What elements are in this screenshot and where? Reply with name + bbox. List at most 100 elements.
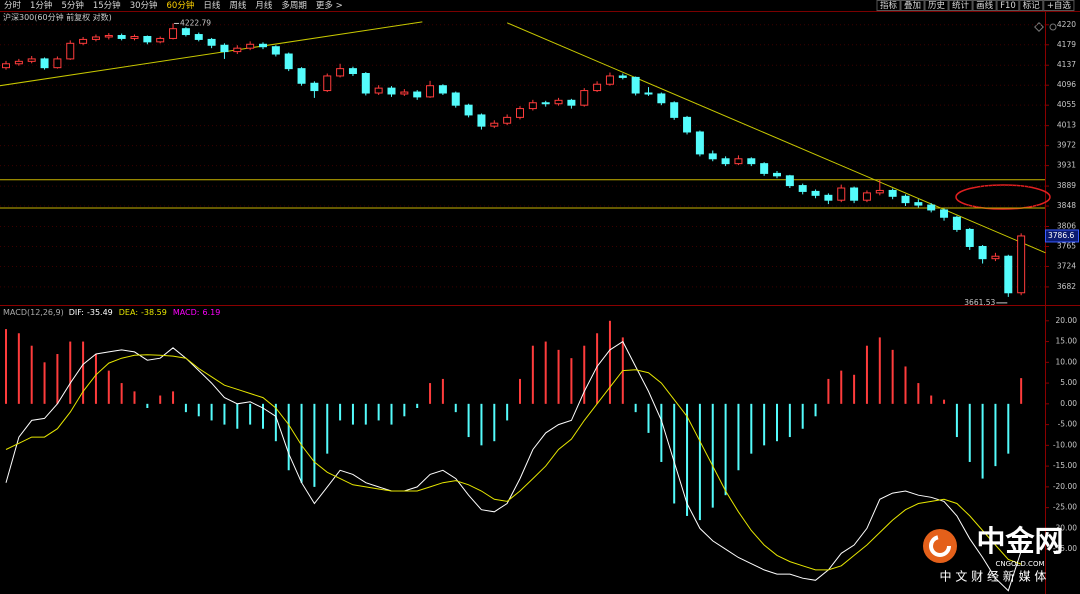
- macd-bar: [107, 370, 110, 404]
- macd-bar: [197, 403, 200, 417]
- y-tick-label: -10.00: [1053, 440, 1077, 449]
- candle-body: [169, 28, 178, 39]
- candle-body: [785, 175, 794, 187]
- macd-bar: [159, 395, 162, 404]
- candle-body: [567, 99, 576, 106]
- tool-button[interactable]: F10: [1000, 1, 1016, 11]
- tool-button[interactable]: 画线: [976, 0, 994, 11]
- legend-name: DIF:: [69, 308, 84, 317]
- candle-body: [952, 216, 961, 230]
- y-tick-label: -30.00: [1053, 523, 1077, 532]
- macd-bar: [223, 403, 226, 425]
- period-tab[interactable]: 更多 >: [316, 0, 343, 11]
- candle-body: [387, 87, 396, 95]
- price-box: [1045, 229, 1079, 243]
- period-tab[interactable]: 日线: [203, 0, 221, 11]
- candle-body: [464, 104, 473, 116]
- period-tab[interactable]: 分时: [4, 0, 22, 11]
- macd-bar: [480, 403, 483, 446]
- macd-bar: [904, 366, 907, 404]
- macd-bar: [955, 403, 958, 438]
- period-tab[interactable]: 30分钟: [130, 0, 158, 11]
- tool-button[interactable]: 指标: [880, 0, 898, 11]
- candle-body: [901, 195, 910, 204]
- macd-bar: [994, 403, 997, 467]
- y-tick-label: 5.00: [1060, 378, 1077, 387]
- candle-body: [490, 122, 499, 127]
- macd-bar: [120, 383, 123, 404]
- macd-bar: [544, 341, 547, 404]
- tool-button[interactable]: 叠加: [904, 0, 921, 11]
- y-tick-label: 4013: [1057, 121, 1076, 130]
- macd-bar: [172, 391, 175, 404]
- candle-body: [991, 255, 1000, 260]
- tool-button[interactable]: 统计: [952, 0, 970, 11]
- candle-body: [541, 102, 550, 105]
- candle-body: [862, 192, 871, 201]
- candle-body: [156, 37, 165, 43]
- macd-bar: [608, 320, 611, 404]
- candle-body: [593, 83, 602, 92]
- period-tab[interactable]: 5分钟: [61, 0, 83, 11]
- watermark-site: CNGOLD.COM: [995, 560, 1044, 568]
- macd-bar: [56, 354, 59, 404]
- candle-body: [927, 204, 936, 211]
- legend-value: -35.49: [87, 308, 113, 317]
- period-tab[interactable]: 1分钟: [30, 0, 52, 11]
- candle-body: [477, 114, 486, 127]
- y-tick-label: -15.00: [1053, 461, 1077, 470]
- macd-bar: [878, 337, 881, 404]
- macd-bar: [531, 345, 534, 404]
- y-tick-label: -35.00: [1053, 544, 1077, 553]
- candle-body: [194, 34, 203, 40]
- macd-bar: [673, 403, 676, 504]
- candle-body: [104, 35, 113, 38]
- period-tab[interactable]: 周线: [229, 0, 247, 11]
- candle-body: [361, 73, 370, 94]
- candle-body: [2, 63, 10, 69]
- candle-body: [516, 108, 524, 118]
- period-tab[interactable]: 15分钟: [93, 0, 121, 11]
- legend-value: 6.19: [203, 308, 221, 317]
- macd-bar: [686, 403, 689, 516]
- macd-bar: [763, 403, 766, 446]
- candle-body: [914, 202, 923, 206]
- y-tick-label: 0.00: [1060, 399, 1077, 408]
- y-tick-label: 3765: [1057, 241, 1076, 250]
- macd-bar: [943, 399, 946, 404]
- legend-name: DEA:: [119, 308, 138, 317]
- macd-bar: [1007, 403, 1010, 454]
- candle-body: [528, 102, 537, 110]
- macd-bar: [711, 403, 714, 508]
- period-tab[interactable]: 多周期: [281, 0, 307, 11]
- candle-body: [554, 99, 563, 105]
- watermark-logo: [923, 529, 957, 563]
- macd-bar: [429, 383, 432, 404]
- macd-line: [5, 340, 1022, 592]
- period-tab[interactable]: 月线: [255, 0, 273, 11]
- macd-bar: [43, 362, 46, 404]
- y-tick-label: 10.00: [1056, 357, 1078, 366]
- period-tab[interactable]: 60分钟: [167, 0, 195, 11]
- candle-body: [400, 91, 409, 95]
- candle-body: [940, 209, 949, 218]
- y-tick-label: 4220: [1057, 20, 1076, 29]
- tool-button[interactable]: 标记: [1023, 0, 1041, 11]
- candle-body: [644, 92, 653, 95]
- watermark-logo-inner: [929, 535, 951, 557]
- candle-body: [798, 185, 807, 192]
- macd-bar: [519, 378, 521, 404]
- macd-bar: [917, 383, 920, 404]
- macd-bar: [262, 403, 264, 429]
- highlight-ellipse: [955, 184, 1051, 210]
- tool-button[interactable]: +自选: [1047, 0, 1072, 11]
- candle-body: [259, 43, 267, 48]
- candle-body: [207, 38, 216, 46]
- y-tick-label: -25.00: [1053, 503, 1077, 512]
- macd-bar: [236, 403, 239, 429]
- tool-button[interactable]: 历史: [928, 0, 946, 11]
- macd-bar: [660, 403, 663, 462]
- macd-bar: [853, 374, 856, 404]
